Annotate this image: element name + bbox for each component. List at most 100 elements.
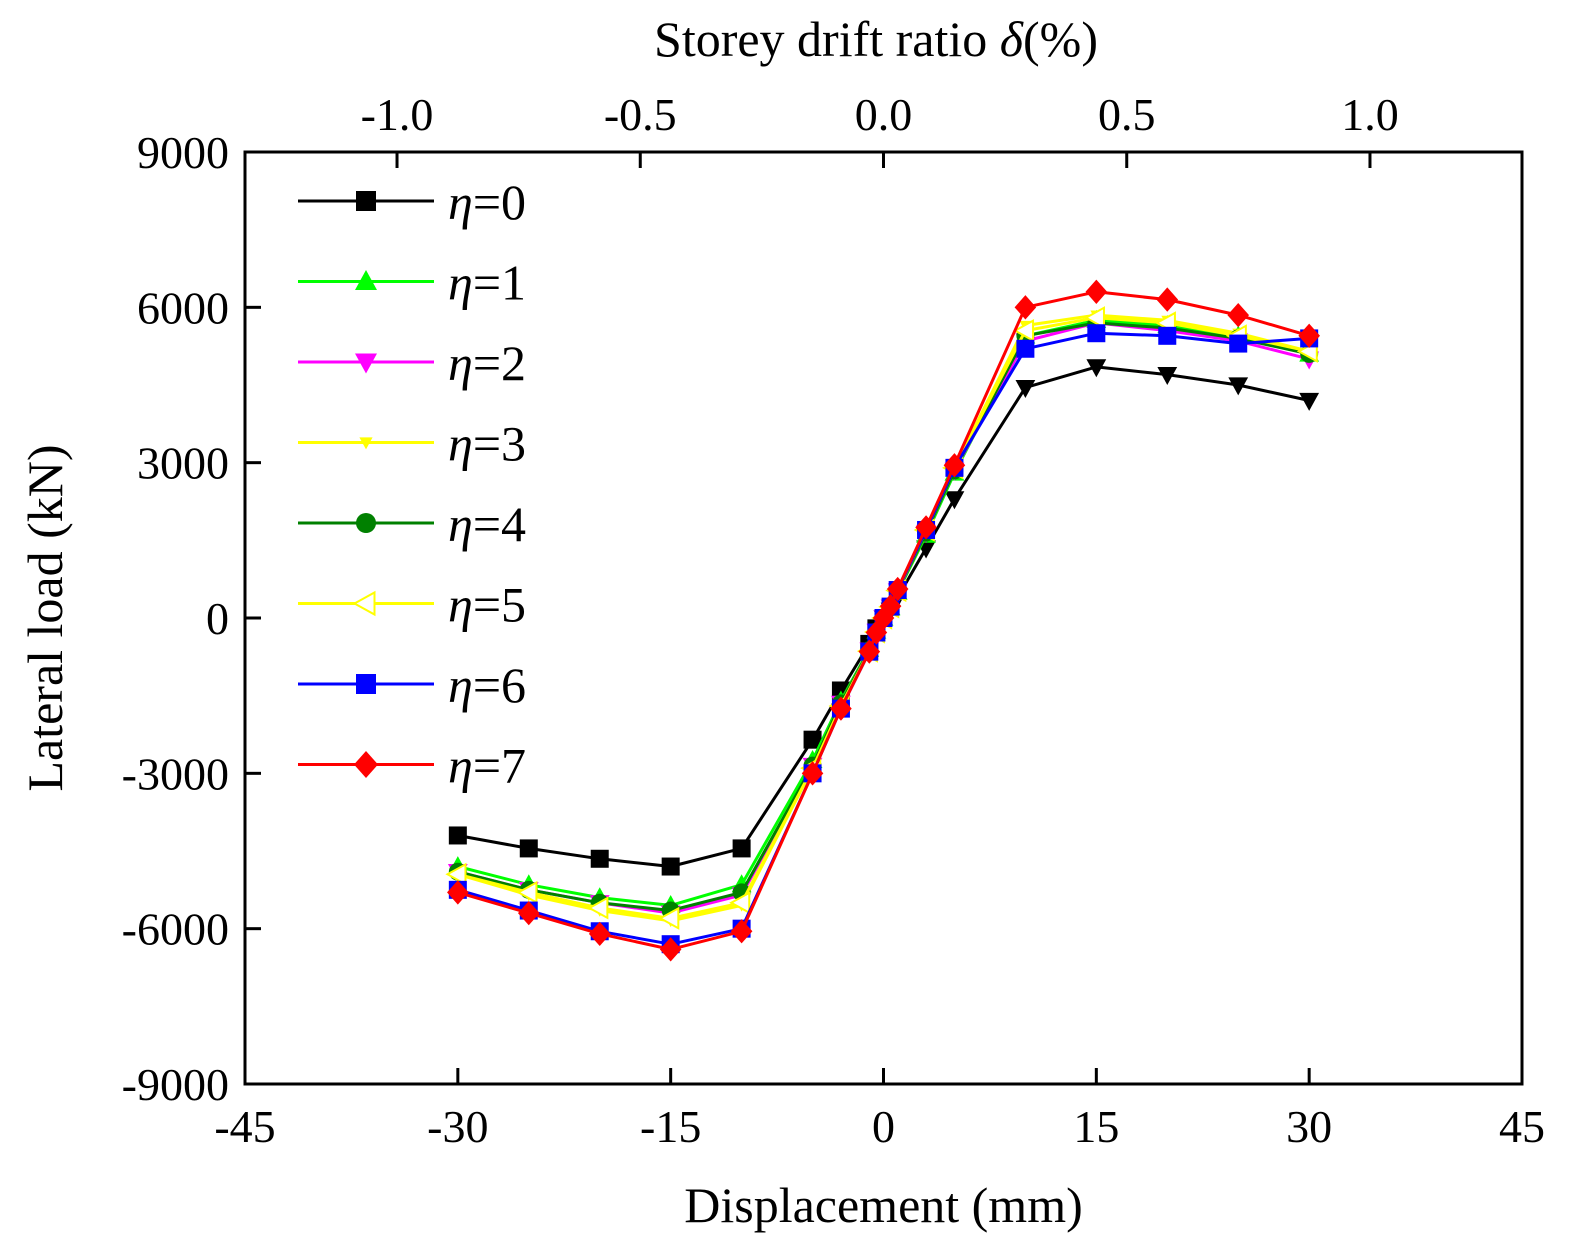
x-tick-label: 15 — [1073, 1101, 1119, 1152]
data-point — [355, 353, 377, 374]
y-axis-title: Lateral load (kN) — [17, 444, 73, 791]
data-point — [356, 513, 376, 533]
data-point — [803, 730, 822, 749]
legend-label: η=7 — [448, 738, 526, 794]
legend-value: =0 — [473, 174, 526, 230]
data-point — [356, 191, 376, 211]
legend-value: =7 — [473, 738, 526, 794]
data-point — [801, 761, 824, 786]
data-point — [587, 896, 609, 920]
series-layer — [445, 279, 1320, 962]
top-x-tick-label: 0.0 — [855, 89, 913, 140]
x-tick-label: 30 — [1286, 1101, 1332, 1152]
y-tick-label: 9000 — [137, 127, 229, 178]
data-point — [886, 576, 909, 602]
legend-symbol: η — [448, 496, 473, 552]
legend-symbol: η — [448, 738, 473, 794]
x-tick-label: -30 — [427, 1101, 488, 1152]
legend-item-4: η=4 — [298, 496, 526, 552]
data-point — [448, 826, 467, 845]
data-point — [658, 906, 680, 930]
x-tick-label: 0 — [872, 1101, 895, 1152]
data-point — [1086, 359, 1107, 378]
legend-symbol: η — [448, 577, 473, 633]
data-point — [519, 839, 538, 858]
data-point — [943, 453, 966, 478]
data-point — [661, 857, 680, 876]
data-point — [659, 937, 682, 962]
data-point — [354, 751, 378, 778]
data-point — [879, 593, 902, 619]
legend-item-7: η=7 — [298, 738, 526, 794]
legend-label: η=6 — [448, 657, 526, 713]
y-tick-label: 0 — [206, 593, 229, 644]
legend: η=0η=1η=2η=3η=4η=5η=6η=7 — [298, 174, 526, 794]
data-point — [590, 849, 609, 868]
data-point — [516, 880, 538, 905]
top-x-tick-label: -0.5 — [604, 89, 677, 140]
data-point — [1298, 323, 1320, 348]
data-point — [1158, 326, 1177, 345]
legend-item-3: η=3 — [298, 416, 526, 472]
legend-item-0: η=0 — [298, 174, 526, 230]
legend-label: η=5 — [448, 577, 526, 633]
y-tick-label: -3000 — [122, 748, 229, 799]
data-point — [356, 674, 376, 694]
legend-symbol: η — [448, 657, 473, 713]
top-x-tick-label: 1.0 — [1341, 89, 1399, 140]
legend-label: η=4 — [448, 496, 526, 552]
legend-value: =4 — [473, 496, 526, 552]
series-7 — [447, 279, 1320, 962]
data-point — [944, 491, 965, 510]
data-point — [729, 891, 751, 915]
legend-symbol: η — [448, 416, 473, 472]
data-point — [1016, 339, 1035, 358]
data-point — [445, 862, 467, 886]
x-axis-title: Displacement (mm) — [684, 1177, 1083, 1233]
data-point — [1014, 295, 1037, 320]
top-axis-title: Storey drift ratio δ(%) — [654, 11, 1098, 67]
x-tick-label: -45 — [214, 1101, 275, 1152]
y-tick-label: -6000 — [122, 904, 229, 955]
top-axis-title-symbol: δ — [1000, 11, 1024, 67]
data-point — [732, 839, 751, 858]
top-x-tick-label: -1.0 — [361, 89, 434, 140]
data-point — [1299, 392, 1320, 411]
data-point — [1085, 279, 1108, 304]
legend-symbol: η — [448, 174, 473, 230]
data-point — [1157, 366, 1178, 385]
legend-value: =1 — [473, 255, 526, 311]
data-point — [588, 921, 611, 946]
legend-item-6: η=6 — [298, 657, 526, 713]
legend-value: =3 — [473, 416, 526, 472]
data-point — [1227, 302, 1250, 328]
data-point — [1083, 306, 1105, 330]
legend-item-5: η=5 — [298, 577, 526, 633]
data-point — [1229, 334, 1248, 353]
top-axis-title-main: Storey drift ratio — [654, 11, 1000, 67]
legend-value: =5 — [473, 577, 526, 633]
data-point — [1228, 377, 1249, 396]
data-point — [355, 270, 377, 290]
legend-symbol: η — [448, 255, 473, 311]
data-point — [915, 515, 937, 540]
data-point — [730, 919, 753, 944]
legend-item-1: η=1 — [298, 255, 526, 311]
legend-item-2: η=2 — [298, 335, 526, 391]
data-point — [1012, 319, 1035, 343]
x-tick-label: 45 — [1499, 1101, 1545, 1152]
labels-layer: -45 -30 -15 0 15 30 45 -9000 -6000 -3000 0 3000 6000… — [122, 89, 1545, 1152]
data-point — [1156, 287, 1179, 312]
data-point — [830, 696, 852, 721]
legend-value: =2 — [473, 335, 526, 391]
data-point — [359, 437, 373, 450]
top-axis-title-unit: (%) — [1023, 11, 1098, 67]
legend-label: η=3 — [448, 416, 526, 472]
data-point — [1087, 324, 1106, 343]
legend-label: η=0 — [448, 174, 526, 230]
series-6 — [448, 324, 1319, 954]
legend-value: =6 — [473, 657, 526, 713]
data-point — [447, 880, 469, 905]
data-point — [352, 590, 376, 617]
